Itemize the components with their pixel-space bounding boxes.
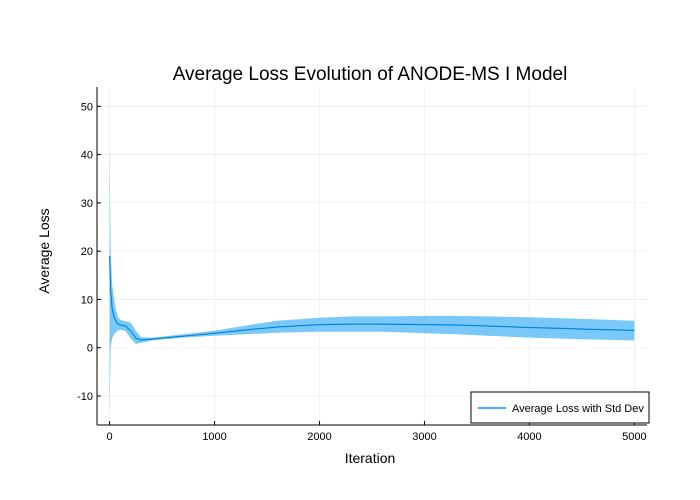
x-tick-label: 5000 xyxy=(622,431,646,443)
y-tick-label: -10 xyxy=(77,391,93,403)
x-tick-label: 0 xyxy=(107,431,113,443)
legend-label: Average Loss with Std Dev xyxy=(512,403,644,415)
mean-line-overlay xyxy=(109,255,635,341)
legend: Average Loss with Std Dev xyxy=(470,391,650,424)
y-tick-label: 20 xyxy=(81,246,93,258)
x-tick-label: 4000 xyxy=(517,431,541,443)
axes xyxy=(96,87,647,426)
y-tick-label: 50 xyxy=(81,101,93,113)
chart-title: Average Loss Evolution of ANODE-MS I Mod… xyxy=(173,64,568,85)
y-axis-label: Average Loss xyxy=(36,208,52,293)
mean-line xyxy=(109,255,635,341)
y-tick-label: 30 xyxy=(81,198,93,210)
x-tick-label: 3000 xyxy=(412,431,436,443)
y-axis-ticks: -10 0 10 20 30 40 50 xyxy=(77,101,101,403)
y-tick-label: 10 xyxy=(81,294,93,306)
x-axis-ticks: 0 1000 2000 3000 4000 5000 xyxy=(107,421,647,443)
x-tick-label: 1000 xyxy=(202,431,226,443)
x-axis-label: Iteration xyxy=(345,450,396,466)
y-tick-label: 40 xyxy=(81,150,93,162)
y-tick-label: 0 xyxy=(87,343,93,355)
x-tick-label: 2000 xyxy=(307,431,331,443)
